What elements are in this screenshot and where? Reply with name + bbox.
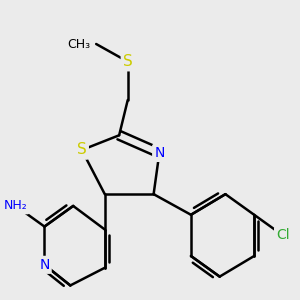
Text: N: N: [39, 258, 50, 272]
Text: S: S: [123, 54, 133, 69]
Text: S: S: [77, 142, 87, 158]
Text: Cl: Cl: [276, 228, 290, 242]
Text: NH₂: NH₂: [4, 200, 28, 212]
Text: N: N: [154, 146, 164, 160]
Text: CH₃: CH₃: [67, 38, 90, 50]
